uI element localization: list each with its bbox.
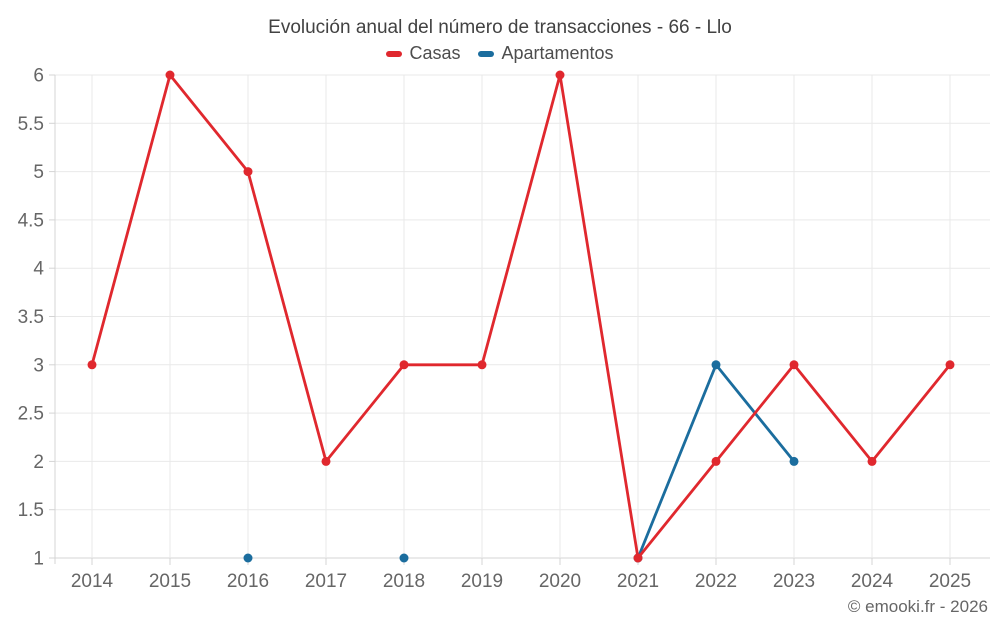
apartamentos-series-swatch-icon bbox=[478, 50, 495, 57]
svg-text:1.5: 1.5 bbox=[18, 500, 44, 521]
svg-text:2025: 2025 bbox=[929, 571, 971, 592]
svg-text:2024: 2024 bbox=[851, 571, 894, 592]
apartamentos-point-2022[interactable] bbox=[711, 360, 721, 370]
casas-point-2016[interactable] bbox=[243, 167, 253, 177]
casas-point-2019[interactable] bbox=[477, 360, 487, 370]
svg-text:2017: 2017 bbox=[305, 571, 347, 592]
svg-text:2020: 2020 bbox=[539, 571, 581, 592]
svg-text:3: 3 bbox=[33, 355, 44, 376]
casas-point-2023[interactable] bbox=[789, 360, 799, 370]
casas-point-2021[interactable] bbox=[633, 553, 643, 563]
svg-text:6: 6 bbox=[33, 66, 44, 87]
casas-point-2015[interactable] bbox=[165, 70, 175, 80]
casas-series[interactable] bbox=[87, 70, 955, 563]
casas-series-swatch-icon bbox=[386, 50, 403, 57]
svg-text:2019: 2019 bbox=[461, 571, 503, 592]
casas-point-2024[interactable] bbox=[867, 456, 877, 466]
svg-text:1: 1 bbox=[33, 549, 44, 570]
legend: Casas Apartamentos bbox=[0, 43, 1000, 64]
svg-text:2016: 2016 bbox=[227, 571, 269, 592]
casas-point-2022[interactable] bbox=[711, 456, 721, 466]
casas-point-2014[interactable] bbox=[87, 360, 97, 370]
svg-text:2: 2 bbox=[33, 452, 44, 473]
copyright-watermark: © emooki.fr - 2026 bbox=[847, 597, 988, 616]
svg-text:2014: 2014 bbox=[71, 571, 114, 592]
svg-text:2018: 2018 bbox=[383, 571, 425, 592]
svg-text:4: 4 bbox=[33, 259, 44, 280]
casas-point-2025[interactable] bbox=[945, 360, 955, 370]
legend-item-apartamentos[interactable]: Apartamentos bbox=[478, 43, 614, 64]
chart-title: Evolución anual del número de transaccio… bbox=[268, 17, 732, 38]
svg-text:2022: 2022 bbox=[695, 571, 737, 592]
legend-label-casas: Casas bbox=[409, 43, 461, 63]
apartamentos-point-2018[interactable] bbox=[399, 553, 409, 563]
legend-item-casas[interactable]: Casas bbox=[386, 43, 460, 64]
casas-point-2018[interactable] bbox=[399, 360, 409, 370]
svg-text:4.5: 4.5 bbox=[18, 210, 44, 231]
casas-point-2017[interactable] bbox=[321, 456, 331, 466]
apartamentos-point-2016[interactable] bbox=[243, 553, 253, 563]
svg-text:2023: 2023 bbox=[773, 571, 815, 592]
svg-text:5.5: 5.5 bbox=[18, 114, 44, 135]
svg-text:2.5: 2.5 bbox=[18, 404, 44, 425]
apartamentos-point-2023[interactable] bbox=[789, 456, 799, 466]
casas-point-2020[interactable] bbox=[555, 70, 565, 80]
svg-text:3.5: 3.5 bbox=[18, 307, 44, 328]
svg-text:2015: 2015 bbox=[149, 571, 191, 592]
apartamentos-series[interactable] bbox=[243, 360, 799, 563]
svg-text:2021: 2021 bbox=[617, 571, 659, 592]
legend-label-apartamentos: Apartamentos bbox=[501, 43, 614, 63]
svg-text:5: 5 bbox=[33, 162, 44, 183]
